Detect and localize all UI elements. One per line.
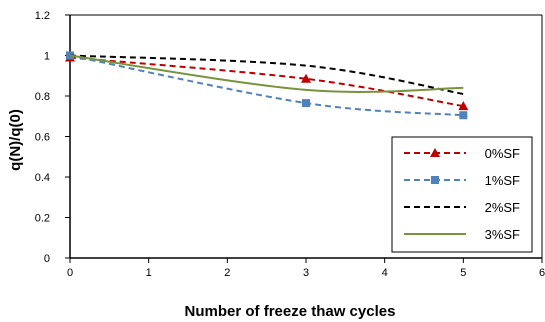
legend: 0%SF 1%SF 2%SF 3%SF	[391, 136, 533, 253]
y-tick-label: 0.8	[35, 91, 50, 103]
y-tick-label: 1.2	[35, 10, 50, 22]
y-tick-label: 0	[44, 253, 50, 265]
data-point	[459, 111, 468, 120]
legend-item: 0%SF	[404, 146, 520, 161]
series-layer	[65, 51, 469, 120]
legend-marker	[431, 176, 439, 184]
x-tick-labels: 0 1 2 3 4 5 6	[67, 258, 545, 279]
series-line	[69, 54, 464, 117]
y-tick-label: 0.2	[35, 213, 50, 225]
legend-label: 3%SF	[485, 227, 520, 242]
x-tick-label: 3	[303, 267, 309, 279]
series-line	[69, 56, 464, 108]
data-point	[302, 99, 310, 108]
series-2	[69, 54, 464, 95]
legend-marker	[430, 148, 440, 157]
data-point	[458, 101, 469, 111]
legend-item: 1%SF	[404, 173, 520, 188]
series-line	[69, 54, 464, 95]
series-line	[69, 54, 464, 93]
x-tick-label: 6	[539, 267, 545, 279]
y-tick-label: 0.6	[35, 132, 50, 144]
data-point	[301, 73, 311, 83]
legend-box	[391, 136, 533, 253]
legend-label: 1%SF	[485, 173, 520, 188]
x-axis-title: Number of freeze thaw cycles	[185, 303, 396, 320]
x-tick-label: 0	[67, 267, 73, 279]
legend-item: 3%SF	[404, 227, 520, 242]
series-3	[69, 54, 464, 93]
legend-label: 2%SF	[485, 200, 520, 215]
legend-label: 0%SF	[485, 146, 520, 161]
x-tick-label: 5	[460, 267, 466, 279]
y-tick-label: 1	[44, 51, 50, 63]
x-tick-label: 2	[224, 267, 230, 279]
y-tick-label: 0.4	[35, 172, 50, 184]
x-tick-label: 4	[382, 267, 388, 279]
x-tick-label: 1	[146, 267, 152, 279]
y-axis-title: q(N)/q(0)	[7, 109, 24, 171]
y-tick-labels: 0 0.2 0.4 0.6 0.8 1 1.2	[35, 10, 70, 265]
legend-item: 2%SF	[404, 200, 520, 215]
